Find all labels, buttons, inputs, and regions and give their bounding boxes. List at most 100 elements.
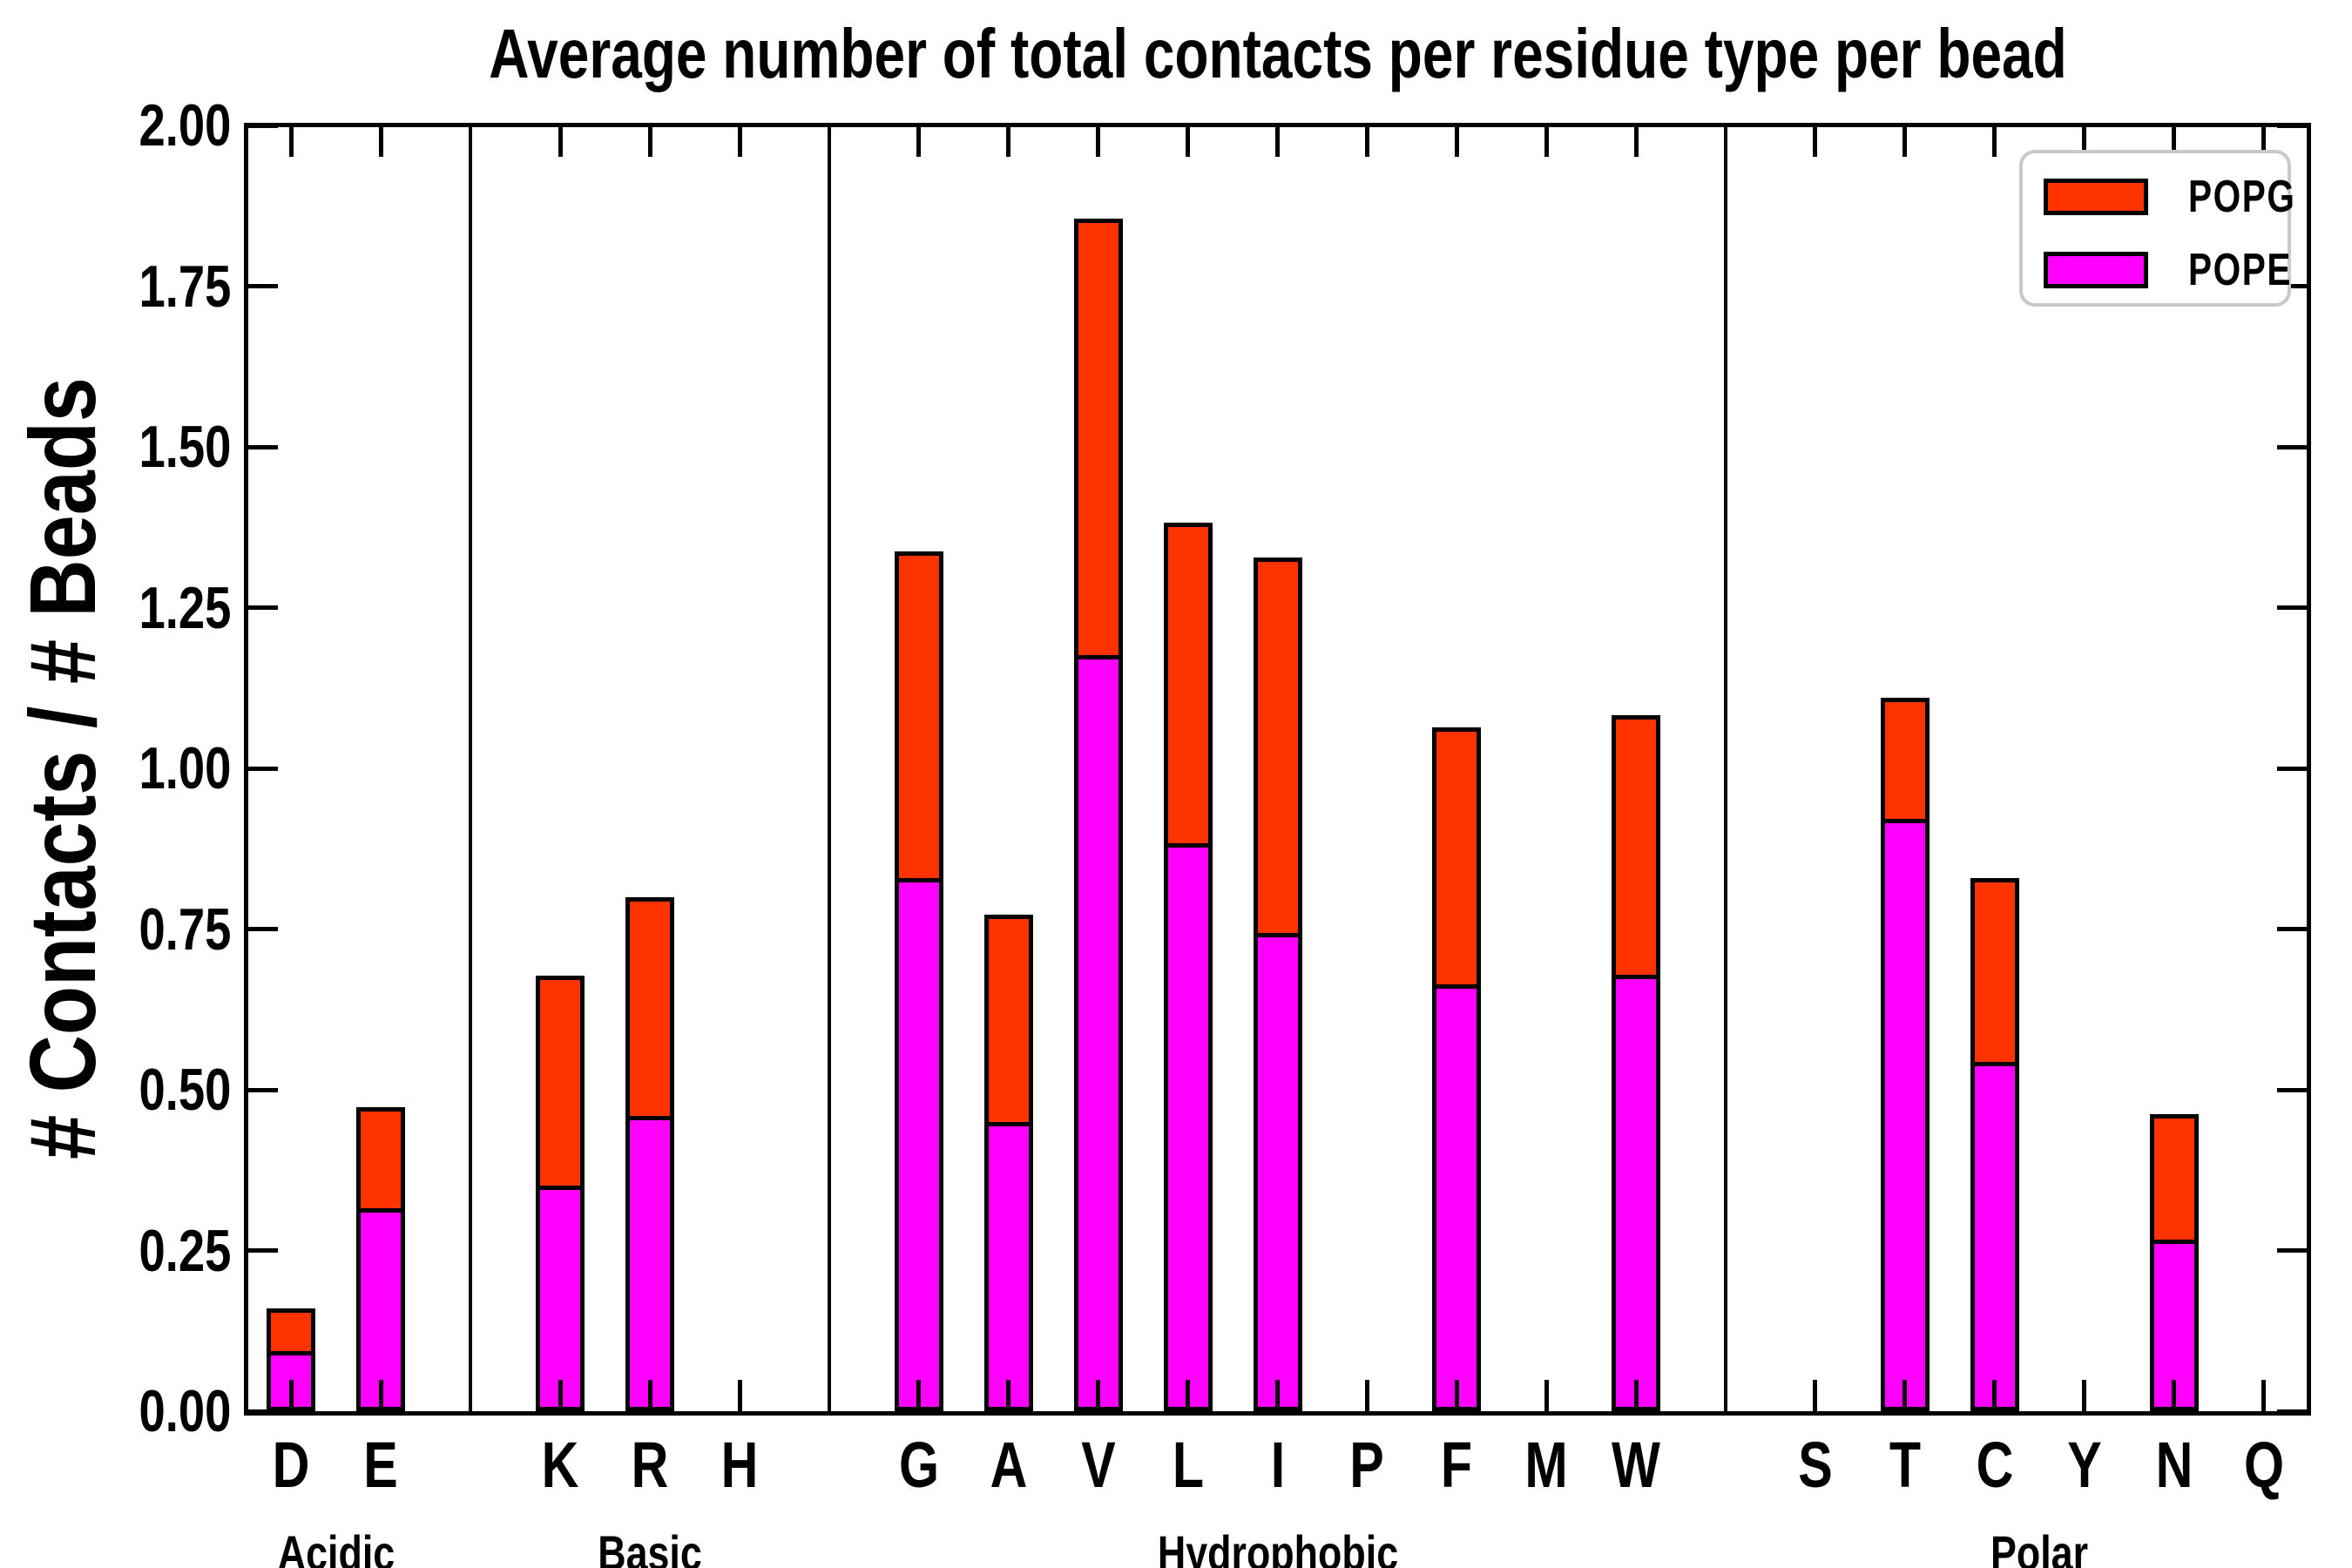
x-tick-mark: [737, 125, 742, 157]
x-tick-label-residue: C: [1976, 1429, 2014, 1501]
x-tick-mark: [647, 125, 652, 157]
y-tick-mark: [2277, 284, 2308, 288]
bar-L: [1163, 523, 1213, 1411]
axis-spine-left: [244, 125, 248, 1416]
x-tick-mark: [1275, 125, 1280, 157]
x-tick-mark: [1364, 1380, 1369, 1411]
group-separator-line: [469, 125, 473, 1411]
x-tick-mark: [916, 125, 922, 157]
x-tick-mark: [1992, 1380, 1997, 1411]
x-tick-mark: [288, 1380, 294, 1411]
x-group-label: Acidic: [277, 1525, 395, 1568]
bar-F-pope-segment: [1436, 984, 1477, 1407]
y-tick-mark: [247, 123, 278, 128]
x-tick-mark: [1275, 1380, 1280, 1411]
bar-N-pope-segment: [2153, 1240, 2194, 1407]
legend-item-pope: POPE: [2044, 247, 2322, 293]
x-tick-label-residue: V: [1080, 1429, 1116, 1501]
bar-R-pope-segment: [630, 1115, 671, 1407]
legend-box: POPG POPE: [2019, 150, 2295, 307]
x-tick-mark: [1454, 125, 1459, 157]
legend-label-pope: POPE: [2188, 245, 2292, 295]
y-tick-mark: [247, 766, 278, 771]
bar-G-pope-segment: [898, 878, 939, 1407]
bar-W-pope-segment: [1616, 975, 1657, 1407]
y-tick-mark: [247, 1248, 278, 1253]
y-tick-mark: [2277, 123, 2308, 128]
bar-T: [1880, 697, 1930, 1411]
x-tick-mark: [916, 1380, 922, 1411]
y-tick-mark: [2277, 927, 2308, 931]
y-axis-label: # Contacts / # Beads: [10, 377, 115, 1159]
y-tick-label: 1.50: [139, 414, 231, 480]
bar-I-pope-segment: [1257, 933, 1298, 1407]
x-tick-label-residue: T: [1889, 1429, 1921, 1501]
bar-E: [356, 1106, 406, 1411]
x-tick-label-residue: E: [363, 1429, 399, 1501]
x-tick-label-residue: Y: [2066, 1429, 2102, 1501]
y-tick-label: 2.00: [139, 92, 231, 159]
x-tick-mark: [1813, 125, 1818, 157]
bar-G: [894, 551, 943, 1411]
y-tick-label: 0.50: [139, 1057, 231, 1123]
x-tick-mark: [1903, 1380, 1908, 1411]
y-tick-label: 1.25: [139, 574, 231, 641]
x-tick-mark: [1096, 1380, 1101, 1411]
pope-color-swatch: [2044, 252, 2148, 288]
x-tick-label-residue: D: [273, 1429, 310, 1501]
x-tick-mark: [1096, 125, 1101, 157]
x-tick-mark: [2261, 125, 2267, 157]
y-tick-mark: [2277, 605, 2308, 610]
x-tick-label-residue: F: [1441, 1429, 1473, 1501]
bar-L-pope-segment: [1167, 842, 1208, 1407]
x-tick-label-residue: N: [2155, 1429, 2193, 1501]
x-tick-label-residue: M: [1524, 1429, 1568, 1501]
x-tick-label-residue: H: [720, 1429, 759, 1501]
legend-item-popg: POPG: [2044, 174, 2326, 220]
x-group-label: Hydrophobic: [1157, 1525, 1398, 1568]
bar-N: [2149, 1114, 2199, 1411]
y-tick-mark: [247, 927, 278, 931]
x-tick-label-residue: G: [898, 1429, 939, 1501]
x-tick-mark: [1992, 125, 1997, 157]
bar-C: [1970, 878, 2019, 1411]
y-tick-mark: [247, 444, 278, 449]
x-tick-mark: [558, 125, 563, 157]
x-tick-mark: [1454, 1380, 1459, 1411]
bar-K: [536, 975, 585, 1411]
bar-A: [983, 915, 1033, 1411]
y-tick-mark: [247, 1409, 278, 1414]
x-tick-mark: [558, 1380, 563, 1411]
bar-F: [1432, 727, 1482, 1411]
y-tick-mark: [2277, 766, 2308, 771]
x-tick-mark: [2172, 125, 2177, 157]
x-tick-mark: [1544, 1380, 1549, 1411]
x-tick-label-residue: W: [1612, 1429, 1661, 1501]
popg-color-swatch: [2044, 179, 2148, 215]
bar-I: [1253, 557, 1302, 1411]
x-group-label: Basic: [598, 1525, 702, 1568]
bar-K-pope-segment: [540, 1186, 581, 1407]
x-tick-mark: [1364, 125, 1369, 157]
x-tick-mark: [1006, 125, 1011, 157]
chart-title: Average number of total contacts per res…: [488, 15, 2067, 92]
bar-A-pope-segment: [988, 1122, 1029, 1407]
x-tick-mark: [378, 1380, 383, 1411]
x-tick-mark: [2261, 1380, 2267, 1411]
y-tick-mark: [247, 605, 278, 610]
axis-spine-bottom: [244, 1411, 2311, 1416]
bar-E-pope-segment: [361, 1207, 402, 1407]
bar-V: [1073, 219, 1123, 1411]
x-tick-mark: [1006, 1380, 1011, 1411]
x-tick-mark: [288, 125, 294, 157]
y-tick-label: 1.75: [139, 253, 231, 320]
bar-W: [1612, 714, 1661, 1411]
group-separator-line: [827, 125, 831, 1411]
y-tick-mark: [2277, 1248, 2308, 1253]
x-tick-label-residue: P: [1349, 1429, 1385, 1501]
y-tick-mark: [247, 1087, 278, 1092]
axis-spine-right: [2307, 125, 2311, 1416]
bar-C-pope-segment: [1974, 1061, 2015, 1407]
group-separator-line: [1724, 125, 1728, 1411]
